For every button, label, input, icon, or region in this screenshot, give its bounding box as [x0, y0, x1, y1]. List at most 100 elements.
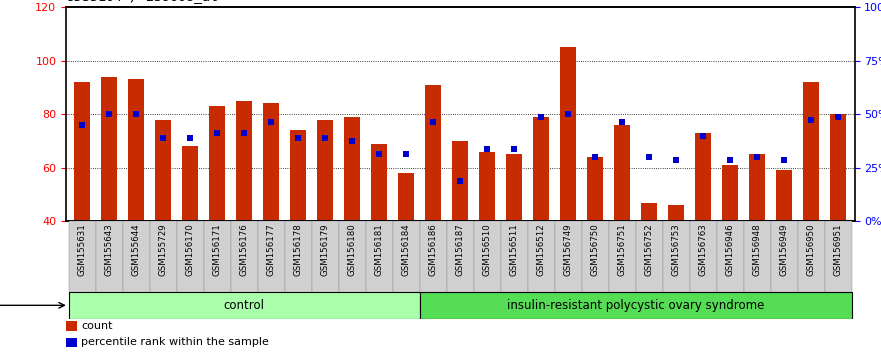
- Point: [480, 146, 494, 152]
- Bar: [560, 47, 576, 221]
- Text: GSM156752: GSM156752: [645, 223, 654, 276]
- Text: GSM156750: GSM156750: [591, 223, 600, 276]
- Bar: [339, 221, 366, 292]
- Text: GDS3104 / 239608_at: GDS3104 / 239608_at: [66, 0, 218, 3]
- Bar: [420, 221, 447, 292]
- Bar: [744, 221, 771, 292]
- Bar: [69, 221, 96, 292]
- Point: [615, 119, 629, 125]
- Bar: [122, 221, 150, 292]
- Text: GSM156186: GSM156186: [429, 223, 438, 276]
- Point: [75, 122, 89, 128]
- Text: GSM156187: GSM156187: [455, 223, 465, 276]
- Bar: [776, 170, 793, 221]
- Bar: [66, 338, 77, 347]
- Point: [751, 154, 765, 160]
- Point: [399, 152, 413, 157]
- Bar: [420, 292, 852, 319]
- Bar: [474, 221, 500, 292]
- Text: GSM156946: GSM156946: [726, 223, 735, 276]
- Text: GSM156184: GSM156184: [402, 223, 411, 276]
- Point: [426, 119, 440, 125]
- Bar: [74, 82, 91, 221]
- Text: GSM156170: GSM156170: [186, 223, 195, 276]
- Bar: [528, 221, 555, 292]
- Bar: [371, 144, 388, 221]
- Bar: [66, 321, 77, 331]
- Point: [832, 114, 846, 120]
- Bar: [393, 221, 420, 292]
- Point: [130, 111, 144, 117]
- Text: GSM156171: GSM156171: [213, 223, 222, 276]
- Point: [373, 152, 387, 157]
- Point: [183, 136, 197, 141]
- Text: GSM156751: GSM156751: [618, 223, 627, 276]
- Text: GSM156763: GSM156763: [699, 223, 707, 276]
- Bar: [771, 221, 798, 292]
- Bar: [317, 120, 333, 221]
- Text: percentile rank within the sample: percentile rank within the sample: [81, 337, 270, 348]
- Bar: [717, 221, 744, 292]
- Bar: [96, 221, 122, 292]
- Bar: [749, 154, 766, 221]
- Bar: [398, 173, 414, 221]
- Bar: [182, 146, 198, 221]
- Text: control: control: [224, 299, 265, 312]
- Bar: [312, 221, 339, 292]
- Text: GSM156180: GSM156180: [348, 223, 357, 276]
- Bar: [447, 221, 474, 292]
- Bar: [204, 221, 231, 292]
- Bar: [695, 133, 712, 221]
- Text: insulin-resistant polycystic ovary syndrome: insulin-resistant polycystic ovary syndr…: [507, 299, 765, 312]
- Text: GSM156950: GSM156950: [807, 223, 816, 276]
- Text: count: count: [81, 321, 113, 331]
- Text: GSM156512: GSM156512: [537, 223, 546, 276]
- Bar: [236, 101, 252, 221]
- Bar: [500, 221, 528, 292]
- Point: [156, 136, 170, 141]
- Point: [670, 157, 684, 162]
- Bar: [636, 221, 663, 292]
- Point: [237, 130, 251, 136]
- Text: GSM156948: GSM156948: [753, 223, 762, 276]
- Point: [507, 146, 522, 152]
- Bar: [798, 221, 825, 292]
- Point: [211, 130, 225, 136]
- Bar: [588, 157, 603, 221]
- Bar: [581, 221, 609, 292]
- Point: [723, 157, 737, 162]
- Text: GSM156749: GSM156749: [564, 223, 573, 276]
- Text: GSM156949: GSM156949: [780, 223, 788, 276]
- Bar: [150, 221, 177, 292]
- Point: [777, 157, 791, 162]
- Bar: [290, 130, 307, 221]
- Bar: [128, 79, 144, 221]
- Bar: [426, 85, 441, 221]
- Text: GSM156511: GSM156511: [510, 223, 519, 276]
- Bar: [479, 152, 495, 221]
- Text: GSM156951: GSM156951: [834, 223, 843, 276]
- Text: GSM156177: GSM156177: [267, 223, 276, 276]
- Bar: [614, 125, 631, 221]
- Bar: [555, 221, 581, 292]
- Text: GSM155631: GSM155631: [78, 223, 86, 276]
- Bar: [452, 141, 469, 221]
- Text: GSM156181: GSM156181: [374, 223, 384, 276]
- Bar: [690, 221, 717, 292]
- Text: GSM156510: GSM156510: [483, 223, 492, 276]
- Bar: [344, 117, 360, 221]
- Bar: [641, 202, 657, 221]
- Text: GSM155643: GSM155643: [105, 223, 114, 276]
- Text: GSM156753: GSM156753: [672, 223, 681, 276]
- Bar: [209, 106, 226, 221]
- Bar: [285, 221, 312, 292]
- Point: [292, 136, 306, 141]
- Point: [264, 119, 278, 125]
- Text: GSM156176: GSM156176: [240, 223, 248, 276]
- Bar: [669, 205, 685, 221]
- Bar: [663, 221, 690, 292]
- Text: GSM156179: GSM156179: [321, 223, 329, 276]
- Bar: [177, 221, 204, 292]
- Bar: [155, 120, 172, 221]
- Text: GSM155644: GSM155644: [132, 223, 141, 276]
